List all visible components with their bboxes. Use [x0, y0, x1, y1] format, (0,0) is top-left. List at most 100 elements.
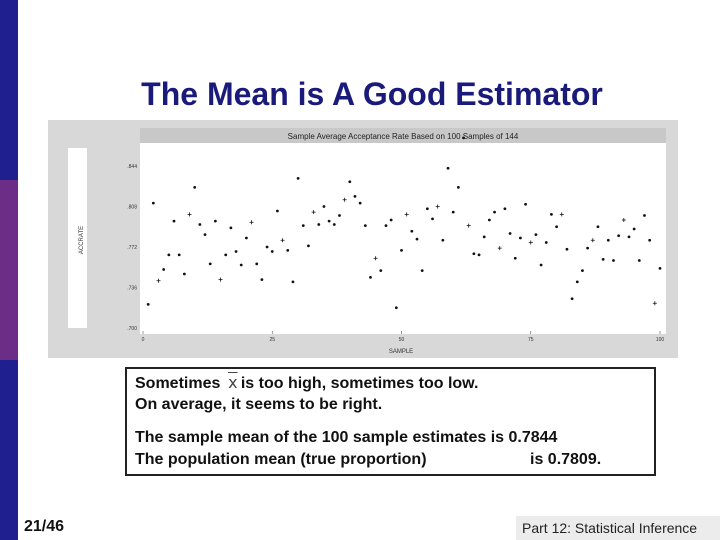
sidebar-stripe [0, 0, 18, 540]
x-tick-label: 75 [528, 337, 534, 343]
data-point [658, 266, 662, 270]
data-point [265, 245, 269, 249]
x-tick-label: 100 [656, 337, 665, 343]
sidebar-segment-bottom [0, 360, 18, 540]
page-number: 21/46 [24, 518, 65, 535]
axes: .700 .736 .772 .808 .844 0 25 50 75 100 [127, 164, 664, 343]
data-point [317, 223, 321, 226]
y-axis-label: ACCRATE [79, 226, 85, 254]
y-tick-label: .808 [127, 205, 137, 211]
data-point [363, 224, 367, 228]
y-tick-label: .700 [127, 326, 137, 332]
data-point [255, 262, 259, 266]
data-point [291, 280, 295, 284]
data-point [410, 229, 414, 233]
y-tick-label: .736 [127, 286, 137, 292]
data-point [327, 219, 331, 223]
data-point [425, 207, 429, 211]
data-point [239, 263, 243, 267]
data-point [280, 238, 285, 243]
data-point [446, 166, 450, 170]
data-point [172, 219, 176, 223]
data-point [524, 202, 527, 206]
data-point [519, 236, 522, 240]
data-point [177, 253, 181, 257]
data-point [632, 227, 636, 231]
data-point [575, 280, 579, 284]
data-point [550, 212, 553, 216]
data-point [332, 223, 336, 226]
data-point [276, 209, 279, 213]
line-4: The population mean (true proportion) [135, 451, 427, 468]
data-point [322, 205, 326, 208]
data-point [565, 247, 569, 251]
data-point [648, 238, 652, 242]
data-point [203, 233, 207, 237]
x-tick-label: 50 [399, 337, 405, 343]
data-point [249, 220, 254, 225]
data-point [167, 253, 171, 257]
chart-frame: ACCRATE Sample Average Acceptance Rate B… [48, 120, 678, 358]
sidebar-segment-top [0, 0, 18, 180]
line-4-value: is 0.7809. [530, 451, 602, 468]
data-point [373, 256, 378, 261]
data-point [534, 233, 538, 237]
data-point [400, 248, 403, 252]
data-point [606, 238, 610, 242]
data-point [466, 223, 471, 228]
data-point [487, 218, 491, 222]
data-point [394, 306, 398, 310]
data-point [559, 212, 564, 217]
data-point [415, 237, 419, 241]
data-point [260, 278, 264, 282]
data-point [627, 235, 631, 239]
data-point [528, 240, 533, 245]
x-tick-label: 25 [269, 337, 275, 343]
y-tick-label: .844 [127, 164, 137, 170]
y-tick-label: .772 [127, 245, 137, 251]
slide-title: The Mean is A Good Estimator [141, 76, 603, 112]
data-point [590, 238, 595, 243]
chart-title: Sample Average Acceptance Rate Based on … [288, 132, 519, 141]
data-point [601, 257, 605, 261]
data-point [456, 185, 460, 189]
line1-end: is too high, sometimes too low. [240, 375, 479, 392]
data-point [307, 244, 310, 248]
data-point [208, 262, 212, 266]
data-point [621, 218, 626, 222]
data-point [477, 253, 481, 257]
data-point [224, 253, 228, 257]
data-point [229, 226, 233, 230]
data-point [596, 225, 600, 229]
data-point [493, 210, 496, 214]
data-point [389, 218, 393, 222]
data-point [218, 277, 223, 282]
data-point [193, 185, 197, 189]
data-point [652, 301, 657, 306]
data-point [508, 232, 512, 235]
ylabel-panel [68, 148, 87, 328]
footer-background [516, 516, 720, 540]
data-point [213, 219, 217, 223]
data-point [586, 246, 590, 250]
data-point [637, 259, 641, 262]
data-point [353, 194, 357, 198]
data-point [379, 269, 383, 273]
data-point [234, 250, 238, 253]
scatter-chart: ACCRATE Sample Average Acceptance Rate B… [68, 128, 666, 355]
data-point [146, 302, 150, 306]
data-point [441, 238, 445, 242]
data-point [612, 259, 615, 262]
data-point [404, 212, 409, 217]
data-point [570, 297, 574, 301]
line1-start: Sometimes [135, 375, 221, 392]
data-point [544, 241, 548, 244]
data-point [503, 207, 507, 211]
data-point [451, 210, 455, 214]
data-point [472, 252, 476, 256]
line-1: Sometimes x is too high, sometimes too lo… [135, 373, 478, 393]
data-point [581, 269, 584, 273]
data-point [539, 263, 543, 267]
data-point [513, 256, 517, 260]
data-point [156, 278, 161, 283]
